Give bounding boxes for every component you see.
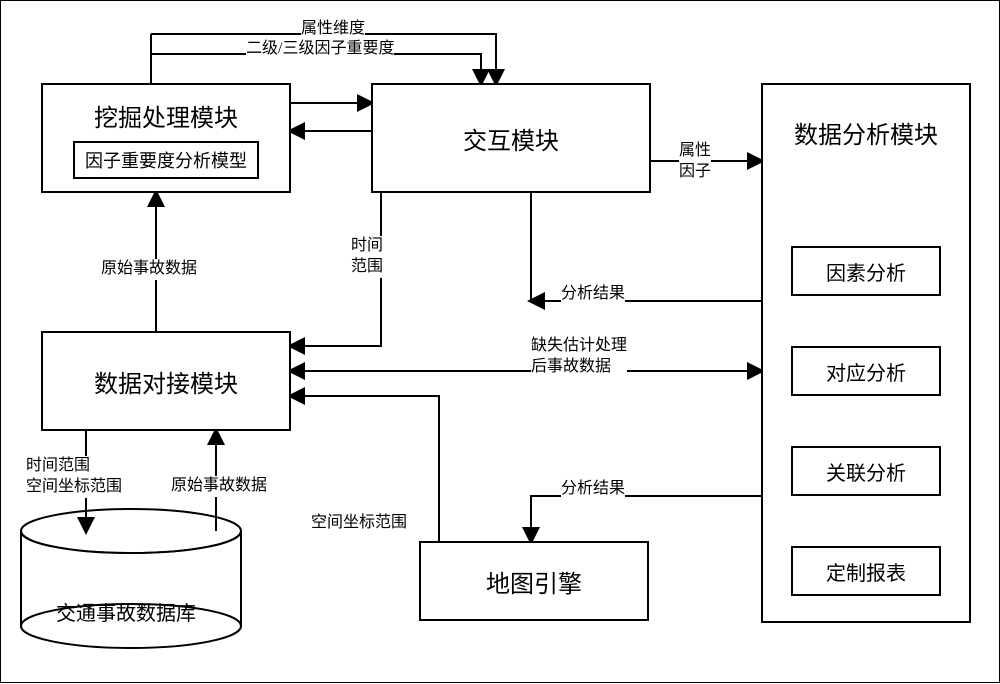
label-attr-dim: 属性维度 (301, 19, 365, 40)
label-factor-imp: 二级/三级因子重要度 (246, 39, 394, 60)
interact-title: 交互模块 (463, 121, 559, 156)
analysis-item-2-label: 关联分析 (826, 457, 906, 486)
mining-title: 挖掘处理模块 (94, 98, 238, 133)
diagram-canvas: 挖掘处理模块 因子重要度分析模型 交互模块 数据分析模块 因素分析 对应分析 关… (0, 0, 1000, 683)
analysis-item-3: 定制报表 (791, 546, 941, 596)
label-raw1: 原始事故数据 (101, 259, 197, 280)
analysis-item-0-label: 因素分析 (826, 257, 906, 286)
db-label: 交通事故数据库 (56, 601, 196, 627)
label-result1: 分析结果 (561, 284, 625, 305)
label-attr-factor: 属性 因子 (679, 141, 711, 183)
label-time-range: 时间 范围 (351, 236, 383, 278)
mining-module-box: 挖掘处理模块 因子重要度分析模型 (41, 83, 291, 193)
interaction-module-box: 交互模块 (371, 83, 651, 193)
analysis-item-1: 对应分析 (791, 346, 941, 396)
label-spatial: 空间坐标范围 (311, 513, 407, 534)
docking-title: 数据对接模块 (94, 364, 238, 399)
analysis-title: 数据分析模块 (794, 115, 938, 150)
analysis-item-0: 因素分析 (791, 246, 941, 296)
label-missing: 缺失估计处理 后事故数据 (531, 336, 627, 378)
db-cylinder (21, 509, 241, 648)
analysis-item-3-label: 定制报表 (826, 557, 906, 586)
analysis-result-to-map (531, 496, 761, 541)
label-raw2: 原始事故数据 (171, 476, 267, 497)
analysis-item-2: 关联分析 (791, 446, 941, 496)
docking-module-box: 数据对接模块 (41, 331, 291, 431)
map-engine-box: 地图引擎 (419, 541, 649, 621)
label-db-query: 时间范围 空间坐标范围 (26, 456, 122, 498)
label-result2: 分析结果 (561, 479, 625, 500)
analysis-item-1-label: 对应分析 (826, 357, 906, 386)
map-title: 地图引擎 (486, 564, 582, 599)
factor-model-label: 因子重要度分析模型 (85, 151, 247, 171)
factor-model-sub-box: 因子重要度分析模型 (73, 141, 259, 179)
